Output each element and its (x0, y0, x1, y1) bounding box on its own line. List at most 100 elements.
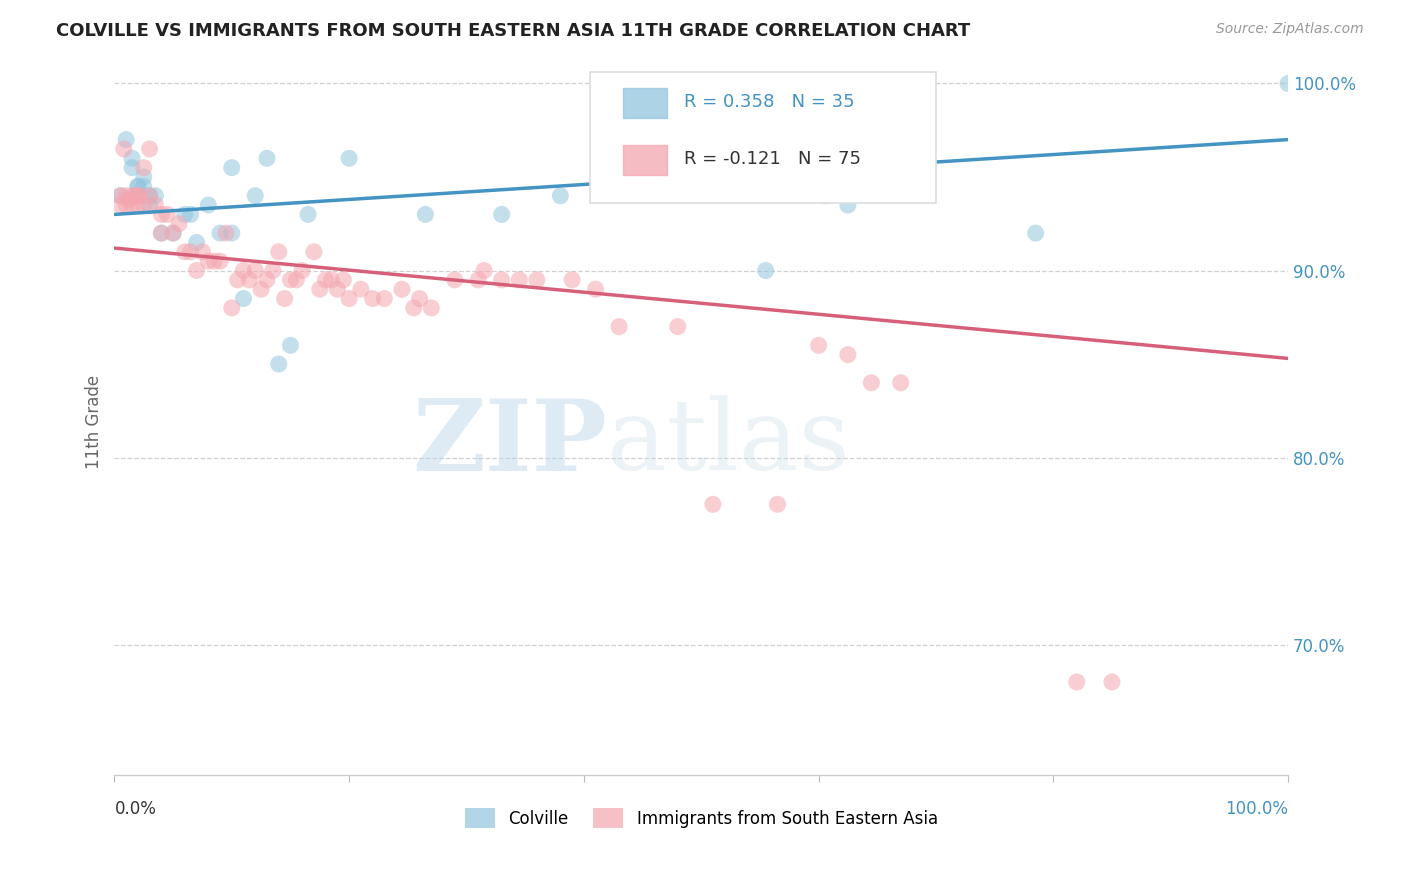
Point (766, 497, 789, 511)
Point (138, 188, 160, 202)
Point (150, 226, 173, 240)
Point (121, 161, 143, 175)
Point (121, 188, 143, 202)
Point (267, 244, 290, 259)
Legend: Colville, Immigrants from South Eastern Asia: Colville, Immigrants from South Eastern … (458, 802, 945, 834)
Point (373, 292, 395, 306)
Y-axis label: 11th Grade: 11th Grade (86, 375, 103, 469)
Point (256, 151, 278, 165)
Point (208, 226, 231, 240)
Point (232, 292, 254, 306)
Point (443, 273, 465, 287)
Point (1025, 226, 1047, 240)
Point (221, 301, 243, 315)
Text: 0.0%: 0.0% (114, 800, 156, 818)
Point (127, 179, 149, 194)
Point (402, 301, 425, 315)
Point (250, 282, 273, 296)
Point (807, 338, 830, 352)
Point (208, 254, 231, 268)
Point (262, 263, 284, 277)
Point (173, 207, 195, 221)
Point (1066, 675, 1088, 690)
Point (273, 292, 295, 306)
Text: ZIP: ZIP (412, 395, 607, 491)
Point (156, 207, 179, 221)
FancyBboxPatch shape (589, 72, 936, 202)
Point (472, 263, 495, 277)
Point (280, 338, 302, 352)
Point (337, 292, 360, 306)
Point (491, 207, 513, 221)
Point (132, 179, 155, 194)
Point (1101, 675, 1123, 690)
Point (138, 188, 160, 202)
Point (326, 282, 349, 296)
Point (315, 273, 337, 287)
Point (408, 292, 430, 306)
Point (221, 226, 243, 240)
Point (238, 273, 260, 287)
Point (561, 273, 583, 287)
Point (332, 273, 354, 287)
Text: 100.0%: 100.0% (1225, 800, 1288, 818)
Point (860, 376, 883, 390)
Point (127, 188, 149, 202)
Point (491, 273, 513, 287)
Point (467, 273, 489, 287)
Point (124, 188, 146, 202)
Point (121, 198, 143, 212)
Point (215, 226, 238, 240)
Point (755, 263, 778, 277)
Point (291, 263, 314, 277)
Point (526, 273, 548, 287)
Bar (623, 145, 668, 175)
Point (337, 151, 360, 165)
Bar (623, 88, 668, 118)
Point (117, 193, 139, 207)
Point (110, 198, 132, 212)
Point (420, 301, 443, 315)
Point (280, 273, 302, 287)
Point (127, 198, 149, 212)
Point (115, 198, 138, 212)
Point (138, 198, 160, 212)
Point (508, 273, 530, 287)
Point (202, 254, 225, 268)
Point (162, 226, 184, 240)
Point (162, 226, 184, 240)
Text: R = 0.358   N = 35: R = 0.358 N = 35 (683, 94, 855, 112)
Point (226, 273, 249, 287)
Point (110, 188, 132, 202)
Point (186, 235, 208, 250)
Point (391, 282, 413, 296)
Point (285, 273, 308, 287)
Point (550, 188, 572, 202)
Point (191, 244, 214, 259)
Point (607, 319, 630, 334)
Point (302, 244, 325, 259)
Text: atlas: atlas (607, 395, 851, 491)
Point (145, 198, 167, 212)
Point (221, 161, 243, 175)
Point (837, 198, 859, 212)
Point (585, 282, 607, 296)
Text: COLVILLE VS IMMIGRANTS FROM SOUTH EASTERN ASIA 11TH GRADE CORRELATION CHART: COLVILLE VS IMMIGRANTS FROM SOUTH EASTER… (56, 22, 970, 40)
Point (112, 142, 135, 156)
Point (173, 244, 195, 259)
Text: R = -0.121   N = 75: R = -0.121 N = 75 (683, 150, 860, 168)
Point (245, 188, 267, 202)
Point (121, 151, 143, 165)
Point (256, 273, 278, 287)
Point (350, 282, 373, 296)
Point (267, 357, 290, 371)
Point (167, 217, 190, 231)
Point (321, 273, 343, 287)
Point (245, 263, 267, 277)
Point (132, 169, 155, 184)
Point (186, 263, 208, 277)
Point (115, 132, 138, 146)
Point (837, 348, 859, 362)
Point (132, 161, 155, 175)
Point (132, 198, 155, 212)
